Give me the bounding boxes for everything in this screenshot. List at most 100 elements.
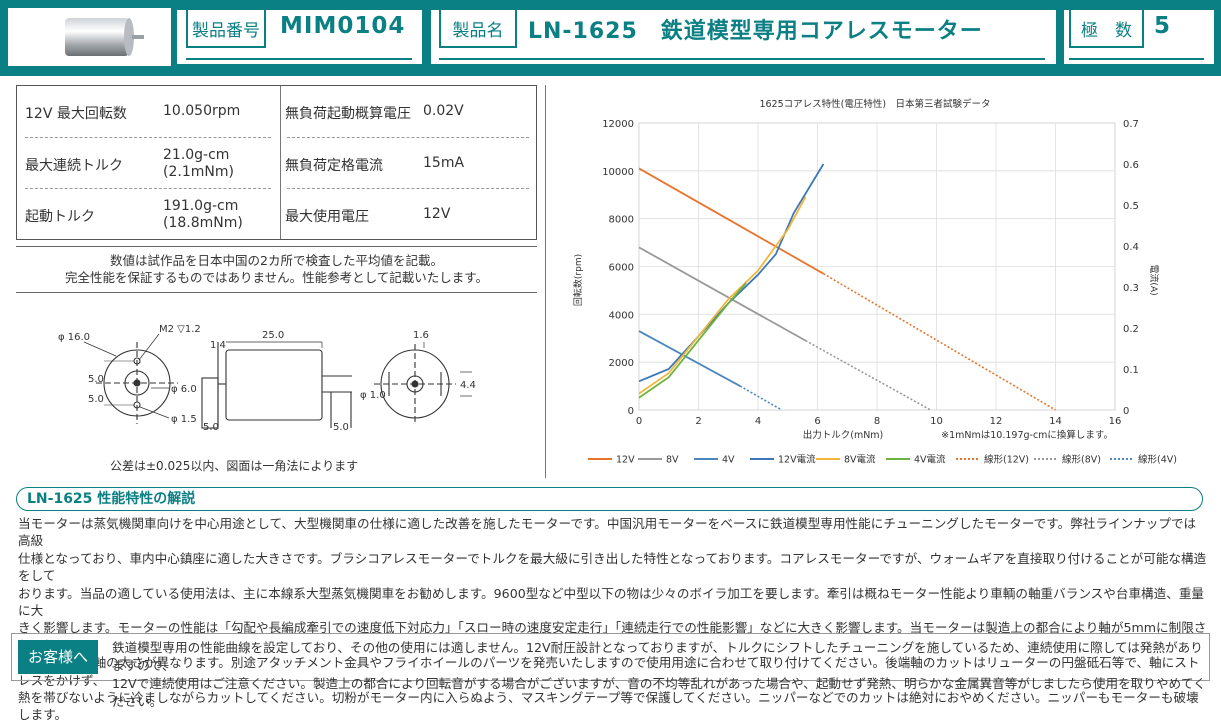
- performance-chart: 1625コアレス特性(電圧特性) 日本第三者試験データ 0 2 4 6 8 10 12 14 1…: [572, 98, 1177, 466]
- chart-title: 1625コアレス特性(電圧特性) 日本第三者試験データ: [759, 98, 990, 110]
- chart-footnote: ※1mNmは10.197g-cmに換算します。: [941, 429, 1113, 441]
- chart-y2-tick: 0.4: [1123, 242, 1139, 253]
- customer-notice: お客様へ 鉄道模型専用の性能曲線を設定しており、その他の使用には適しません。12…: [11, 633, 1210, 709]
- rear-view: [374, 342, 472, 424]
- chart-x-tick: 0: [636, 416, 642, 427]
- chart-x-tick: 14: [1049, 416, 1062, 427]
- spec-max-rpm-value: 10.050rpm: [163, 103, 241, 119]
- chart-series-12V: [638, 167, 824, 275]
- chart-legend-label: 12V電流: [778, 454, 816, 466]
- chart-legend: 12V 8V 4V 12V電流 8V電流 4V電流 線形(12V) 線形(8V) 線形(4V): [588, 454, 1177, 466]
- spec-row-divider: [25, 137, 271, 138]
- spec-row-divider: [287, 137, 529, 138]
- dim-m2: M2 ▽1.2: [159, 324, 201, 335]
- spec-cont-torque-sub: (2.1mNm): [163, 164, 234, 180]
- chart-y-tick: 12000: [602, 119, 634, 130]
- poles-value: 5: [1154, 13, 1172, 39]
- chart-legend-label: 12V: [616, 455, 635, 466]
- chart-legend-label: 8V電流: [844, 454, 876, 466]
- chart-series-4V: [638, 330, 741, 387]
- spec-note-line: 数値は試作品を日本中国の2カ所で検査した平均値を記載。: [110, 253, 443, 268]
- chart-y-label: 回転数(rpm): [572, 254, 584, 306]
- product-name-underline: [439, 58, 1045, 60]
- chart-y2-tick: 0.7: [1123, 119, 1139, 130]
- spec-note: 数値は試作品を日本中国の2カ所で検査した平均値を記載。 完全性能を保証するもので…: [16, 252, 537, 286]
- chart-x-tick: 12: [990, 416, 1003, 427]
- chart-y-tick: 2000: [609, 358, 634, 369]
- chart-x-tick: 8: [874, 416, 880, 427]
- product-number-label: 製品番号: [186, 8, 266, 48]
- customer-notice-line: 12Vで連続使用はご注意ください。製造上の都合により回転音がする場合がございます…: [112, 676, 1206, 709]
- chart-legend-label: 4V: [722, 455, 735, 466]
- product-name-label: 製品名: [439, 8, 517, 48]
- spec-row-divider: [25, 188, 271, 189]
- dim-25: 25.0: [262, 330, 284, 341]
- section-title: LN-1625 性能特性の解説: [16, 487, 1203, 511]
- chart-legend-label: 線形(12V): [984, 454, 1029, 466]
- spec-start-torque-label: 起動トルク: [25, 209, 95, 225]
- dim-5a: 5.0: [88, 374, 104, 385]
- chart-y-tick: 6000: [609, 263, 634, 274]
- spec-cont-torque-value: 21.0g-cm: [163, 147, 230, 163]
- chart-y-tick: 4000: [609, 310, 634, 321]
- chart-series-group: [638, 163, 1056, 411]
- dim-phi1: φ 1.0: [360, 390, 386, 401]
- section-body-line: おります。当品の適している使用法は、主に本線系大型蒸気機関車をお勧めします。96…: [18, 585, 1205, 619]
- dim-phi15: φ 1.5: [171, 414, 197, 425]
- spec-max-voltage-label: 最大使用電圧: [285, 209, 369, 225]
- divider: [16, 292, 537, 293]
- side-view: [201, 341, 352, 429]
- spec-max-rpm-label: 12V 最大回転数: [25, 106, 127, 122]
- motor-thumbnail: [8, 8, 171, 66]
- dim-14: 1.4: [210, 340, 226, 351]
- spec-noload-current-label: 無負荷定格電流: [285, 158, 383, 174]
- dim-5b: 5.0: [88, 394, 104, 405]
- chart-legend-label: 線形(8V): [1062, 454, 1101, 466]
- spec-start-torque-value: 191.0g-cm: [163, 198, 239, 214]
- spec-start-voltage-label: 無負荷起動概算電圧: [285, 106, 411, 122]
- product-number-value: MIM0104: [280, 13, 406, 39]
- product-number-underline: [186, 58, 412, 60]
- product-name-box: [431, 10, 1056, 64]
- spec-start-voltage-value: 0.02V: [423, 103, 464, 119]
- chart-ticks: 0 2 4 6 8 10 12 14 16020004000600080001000012000…: [602, 119, 1139, 427]
- chart-y2-tick: 0.2: [1123, 324, 1139, 335]
- dim-phi6: φ 6.0: [171, 384, 197, 395]
- chart-series-線形(4V): [739, 385, 783, 411]
- chart-y2-tick: 0: [1123, 406, 1129, 417]
- chart-x-tick: 16: [1109, 416, 1122, 427]
- chart-y2-tick: 0.1: [1123, 365, 1139, 376]
- chart-y2-label: 電流(A): [1148, 264, 1160, 295]
- dim-5d: 5.0: [333, 422, 349, 433]
- chart-x-tick: 6: [814, 416, 820, 427]
- product-name-value: LN-1625 鉄道模型専用コアレスモーター: [528, 19, 983, 44]
- chart-y2-tick: 0.5: [1123, 201, 1139, 212]
- spec-table: 12V 最大回転数 10.050rpm 無負荷起動概算電圧 0.02V 最大連続…: [16, 85, 537, 240]
- chart-series-8V: [638, 246, 807, 342]
- customer-notice-text: 鉄道模型専用の性能曲線を設定しており、その他の使用には適しません。12V耐圧設計…: [112, 639, 1207, 711]
- chart-y2-tick: 0.6: [1123, 160, 1139, 171]
- dim-phi16: φ 16.0: [58, 332, 90, 343]
- dim-16: 1.6: [413, 330, 429, 341]
- front-view: [83, 333, 178, 424]
- chart-series-線形(12V): [823, 272, 1056, 411]
- motor-photo-icon: [65, 18, 144, 56]
- chart-x-tick: 4: [755, 416, 761, 427]
- section-body-line: 、また両方で軸の太さが異なります。別途アタッチメント金具やフライホイールのパーツ…: [18, 655, 1200, 688]
- technical-drawing: φ 16.0 M2 ▽1.2 5.0 5.0 φ 6.0 φ 1.5 25.0 …: [58, 324, 476, 433]
- spec-max-voltage-value: 12V: [423, 206, 451, 222]
- chart-series-線形(8V): [805, 339, 931, 411]
- dim-44: 4.4: [460, 380, 476, 391]
- header-bar: 製品番号 MIM0104 製品名 LN-1625 鉄道模型専用コアレスモーター …: [0, 0, 1221, 76]
- chart-y-tick: 10000: [602, 167, 634, 178]
- tolerance-note: 公差は±0.025以内、図面は一角法によります: [110, 459, 359, 473]
- section-body-line: 仕様となっており、車内中心鎮座に適した大きさです。ブラシコアレスモーターでトルク…: [18, 550, 1207, 584]
- chart-legend-label: 8V: [666, 455, 679, 466]
- chart-y-tick: 8000: [609, 215, 634, 226]
- spec-start-torque-sub: (18.8mNm): [163, 215, 243, 231]
- chart-legend-label: 4V電流: [914, 454, 946, 466]
- chart-series-4V電流: [638, 282, 747, 399]
- chart-x-tick: 2: [695, 416, 701, 427]
- customer-notice-label: お客様へ: [18, 640, 98, 674]
- spec-row-divider: [287, 188, 529, 189]
